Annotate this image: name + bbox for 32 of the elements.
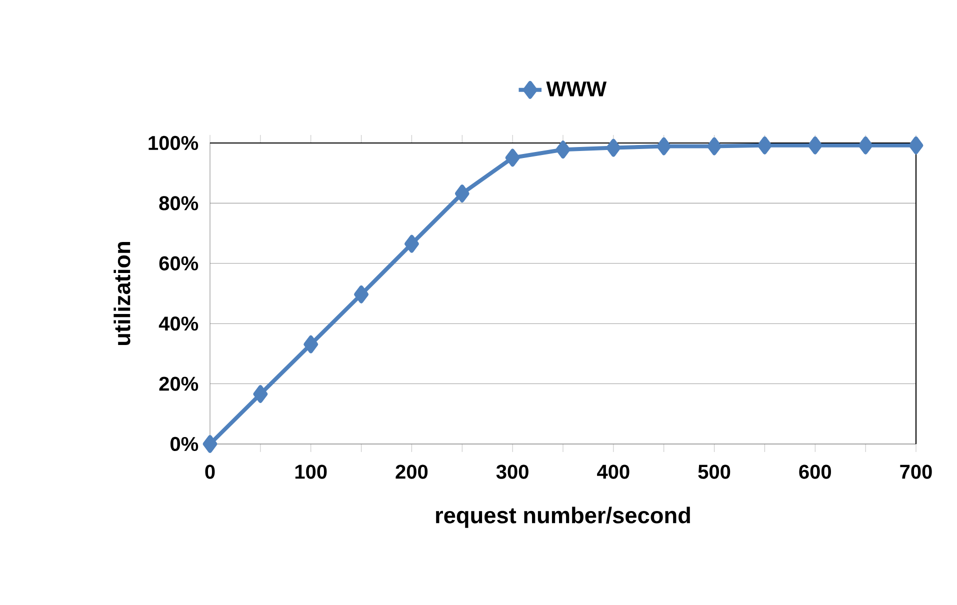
y-tick-label: 40% (158, 316, 198, 331)
point (253, 385, 268, 403)
point (908, 136, 924, 154)
point (454, 184, 470, 202)
point (354, 285, 368, 304)
y-axis-title: utilization (114, 242, 130, 345)
x-tick-label: 0 (205, 464, 215, 479)
point (606, 138, 621, 157)
point (758, 136, 772, 154)
y-tick-label: 100% (148, 136, 198, 150)
x-tick-label: 200 (396, 464, 428, 479)
x-tick-label: 300 (496, 464, 528, 479)
x-tick-label: 500 (698, 464, 730, 479)
legend-label: WWW (546, 82, 607, 96)
point (404, 234, 419, 253)
point (858, 136, 873, 154)
point (808, 136, 822, 154)
x-axis-title: request number/second (436, 506, 690, 528)
y-tick-label: 60% (159, 256, 198, 270)
point (304, 335, 318, 354)
y-tick-label: 0% (170, 436, 198, 452)
point (505, 148, 520, 167)
x-tick-label: 400 (597, 464, 630, 479)
x-tick-label: 100 (295, 464, 327, 479)
point (556, 140, 570, 159)
y-tick-label: 80% (159, 196, 198, 210)
point (707, 137, 722, 156)
point (656, 137, 672, 156)
y-tick-label: 20% (159, 376, 198, 391)
x-tick-label: 600 (799, 464, 831, 479)
point (202, 435, 218, 453)
x-tick-label: 700 (900, 464, 932, 479)
